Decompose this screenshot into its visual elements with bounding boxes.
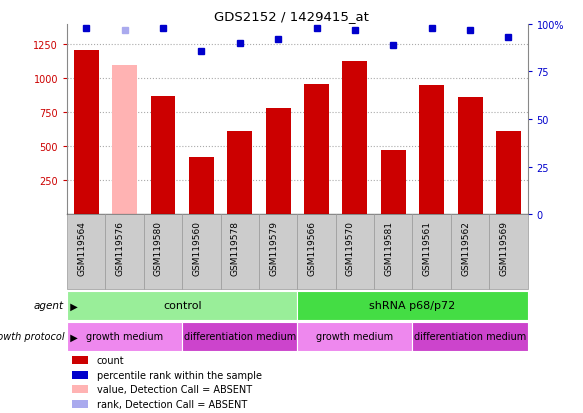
Bar bbox=[189, 158, 214, 215]
Text: rank, Detection Call = ABSENT: rank, Detection Call = ABSENT bbox=[97, 399, 247, 409]
Bar bbox=[67, 291, 297, 320]
Bar bbox=[182, 322, 297, 351]
Text: percentile rank within the sample: percentile rank within the sample bbox=[97, 370, 262, 380]
Bar bbox=[266, 109, 290, 215]
Text: shRNA p68/p72: shRNA p68/p72 bbox=[370, 301, 455, 311]
Bar bbox=[72, 385, 88, 393]
Bar bbox=[451, 215, 489, 289]
Bar bbox=[72, 356, 88, 364]
Bar bbox=[112, 66, 137, 215]
Bar bbox=[297, 215, 336, 289]
Text: GDS2152 / 1429415_at: GDS2152 / 1429415_at bbox=[214, 10, 369, 23]
Bar bbox=[72, 400, 88, 408]
Text: agent: agent bbox=[34, 301, 64, 311]
Bar bbox=[496, 132, 521, 215]
Bar bbox=[259, 215, 297, 289]
Bar bbox=[150, 97, 175, 215]
Text: GSM119576: GSM119576 bbox=[115, 221, 125, 275]
Text: GSM119561: GSM119561 bbox=[423, 221, 431, 275]
Bar bbox=[419, 86, 444, 215]
Text: ▶: ▶ bbox=[64, 332, 78, 342]
Bar bbox=[374, 215, 412, 289]
Bar bbox=[227, 132, 252, 215]
Text: GSM119566: GSM119566 bbox=[307, 221, 317, 275]
Bar bbox=[72, 371, 88, 379]
Text: GSM119580: GSM119580 bbox=[154, 221, 163, 275]
Text: GSM119579: GSM119579 bbox=[269, 221, 278, 275]
Bar bbox=[489, 215, 528, 289]
Bar bbox=[412, 322, 528, 351]
Bar bbox=[74, 50, 99, 215]
Bar bbox=[297, 291, 528, 320]
Text: ▶: ▶ bbox=[64, 301, 78, 311]
Text: value, Detection Call = ABSENT: value, Detection Call = ABSENT bbox=[97, 384, 252, 394]
Text: GSM119569: GSM119569 bbox=[500, 221, 508, 275]
Bar bbox=[220, 215, 259, 289]
Text: GSM119562: GSM119562 bbox=[461, 221, 470, 275]
Bar bbox=[342, 62, 367, 215]
Bar bbox=[304, 85, 329, 215]
Bar bbox=[297, 322, 412, 351]
Text: growth medium: growth medium bbox=[86, 332, 163, 342]
Bar bbox=[106, 215, 144, 289]
Bar bbox=[381, 151, 406, 215]
Text: count: count bbox=[97, 355, 125, 366]
Text: GSM119560: GSM119560 bbox=[192, 221, 201, 275]
Text: GSM119578: GSM119578 bbox=[231, 221, 240, 275]
Text: control: control bbox=[163, 301, 202, 311]
Bar bbox=[336, 215, 374, 289]
Bar bbox=[458, 98, 483, 215]
Text: growth medium: growth medium bbox=[317, 332, 394, 342]
Text: GSM119581: GSM119581 bbox=[384, 221, 394, 275]
Bar bbox=[67, 215, 106, 289]
Bar bbox=[182, 215, 220, 289]
Bar bbox=[144, 215, 182, 289]
Bar bbox=[412, 215, 451, 289]
Text: growth protocol: growth protocol bbox=[0, 332, 64, 342]
Bar bbox=[67, 322, 182, 351]
Text: differentiation medium: differentiation medium bbox=[414, 332, 526, 342]
Text: differentiation medium: differentiation medium bbox=[184, 332, 296, 342]
Text: GSM119570: GSM119570 bbox=[346, 221, 355, 275]
Text: GSM119564: GSM119564 bbox=[77, 221, 86, 275]
